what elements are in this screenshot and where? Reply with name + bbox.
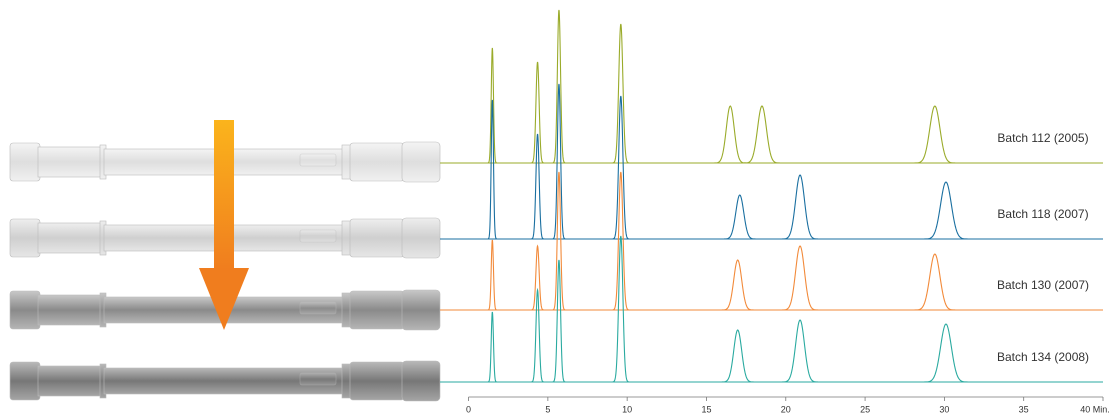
series-label: Batch 118 (2007) bbox=[997, 207, 1088, 221]
peak bbox=[531, 244, 544, 311]
peak bbox=[612, 235, 630, 383]
peak bbox=[714, 105, 747, 164]
peak bbox=[782, 174, 818, 240]
plot-area: 0 5 10 15 20 25 30 35 40 Min. Batch 112 (2005) Bat… bbox=[440, 9, 1110, 414]
peak bbox=[487, 311, 497, 383]
series-label: Batch 112 (2005) bbox=[997, 131, 1088, 145]
aging-arrow bbox=[199, 120, 249, 330]
x-tick-label: 40 Min. bbox=[1080, 404, 1110, 414]
peak bbox=[531, 133, 544, 240]
peak bbox=[487, 47, 497, 164]
x-tick-label: 30 bbox=[939, 404, 949, 414]
peak bbox=[487, 239, 497, 311]
peak bbox=[721, 329, 754, 383]
peak bbox=[914, 253, 956, 311]
peak bbox=[914, 105, 956, 164]
x-tick-label: 15 bbox=[701, 404, 711, 414]
x-tick-label: 0 bbox=[466, 404, 471, 414]
x-tick-label: 5 bbox=[545, 404, 550, 414]
peak bbox=[612, 23, 630, 164]
series-label: Batch 130 (2007) bbox=[997, 278, 1089, 292]
peak bbox=[924, 323, 968, 383]
peak bbox=[552, 171, 566, 311]
x-tick-label: 10 bbox=[622, 404, 632, 414]
peak bbox=[487, 99, 497, 240]
peak bbox=[924, 181, 968, 240]
peak bbox=[552, 83, 566, 240]
peak bbox=[531, 287, 544, 383]
peak bbox=[552, 259, 566, 383]
peak bbox=[612, 95, 630, 240]
peak bbox=[744, 105, 780, 164]
peak bbox=[612, 171, 630, 311]
peak bbox=[782, 319, 818, 383]
peak bbox=[723, 194, 756, 240]
peak bbox=[782, 245, 818, 311]
peak bbox=[531, 61, 544, 164]
x-tick-label: 35 bbox=[1019, 404, 1029, 414]
peak bbox=[721, 259, 754, 311]
peak bbox=[552, 9, 566, 164]
x-tick-label: 20 bbox=[781, 404, 791, 414]
series-label: Batch 134 (2008) bbox=[997, 350, 1089, 364]
x-tick-label: 25 bbox=[860, 404, 870, 414]
